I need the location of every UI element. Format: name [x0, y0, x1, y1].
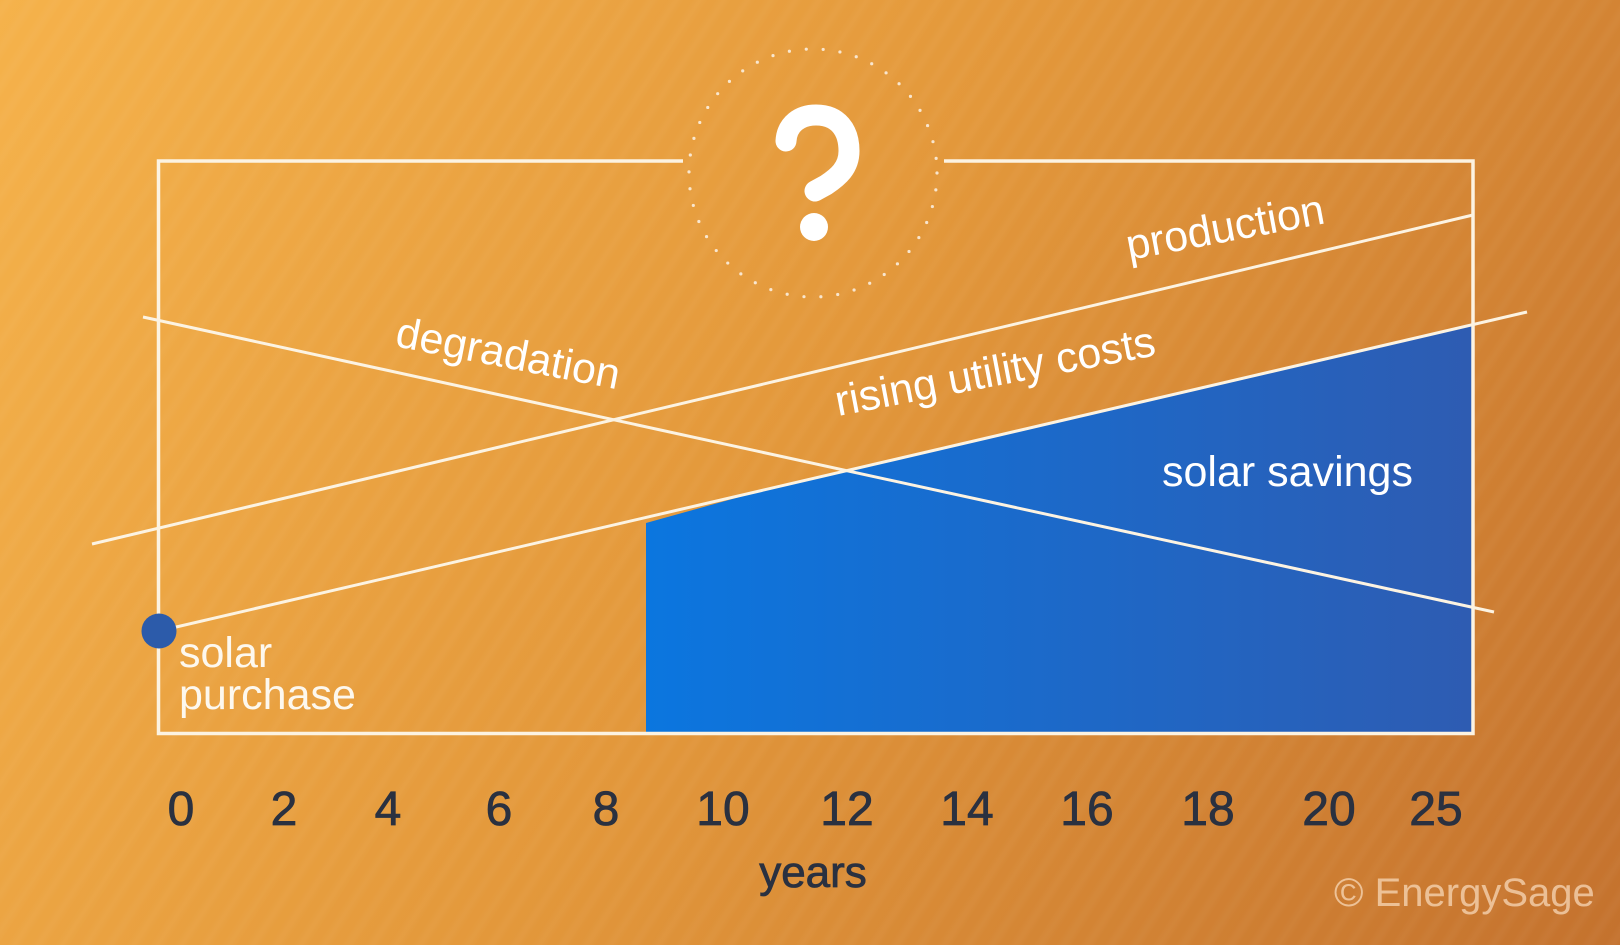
svg-text:10: 10	[696, 783, 749, 836]
svg-text:degradation: degradation	[392, 309, 624, 399]
svg-text:20: 20	[1302, 783, 1355, 836]
svg-text:solar savings: solar savings	[1162, 448, 1413, 496]
svg-text:16: 16	[1060, 783, 1113, 836]
svg-text:12: 12	[820, 783, 873, 836]
svg-text:14: 14	[940, 783, 993, 836]
svg-text:4: 4	[375, 783, 402, 836]
svg-text:0: 0	[168, 783, 195, 836]
svg-text:years: years	[759, 848, 867, 897]
svg-text:8: 8	[593, 783, 620, 836]
svg-text:2: 2	[271, 783, 298, 836]
svg-text:25: 25	[1409, 783, 1462, 836]
svg-text:solar: solar	[179, 629, 272, 677]
svg-text:© EnergySage: © EnergySage	[1334, 871, 1595, 915]
svg-text:6: 6	[486, 783, 513, 836]
svg-text:18: 18	[1181, 783, 1234, 836]
svg-text:purchase: purchase	[179, 671, 356, 719]
